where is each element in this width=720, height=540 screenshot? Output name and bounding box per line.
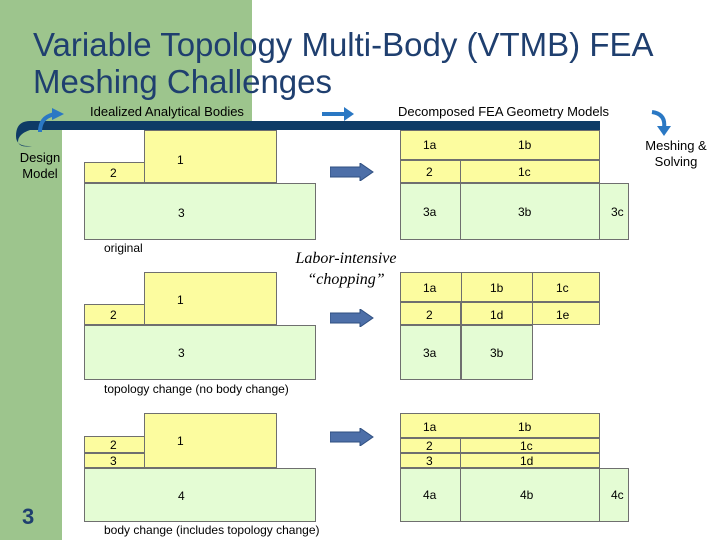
cell-label: 1d	[520, 454, 534, 468]
cell-3b-section-2	[461, 325, 533, 380]
header-idealized-bodies: Idealized Analytical Bodies	[90, 104, 244, 119]
header-design-model: Design Model	[19, 150, 61, 181]
body-label: 1	[177, 434, 184, 448]
header-meshing-solving: Meshing & Solving	[645, 138, 707, 169]
cell-1b-section-2	[461, 272, 533, 302]
cell-3a-section-2	[400, 325, 461, 380]
body-label: 1	[177, 293, 184, 307]
body-label: 3	[110, 454, 117, 468]
cell-row-1-section-3	[400, 413, 600, 438]
cell-3a-section-1	[400, 183, 461, 240]
cell-label: 4a	[423, 488, 437, 502]
body-2-section-3: 2	[84, 436, 145, 453]
body-label: 2	[110, 308, 117, 322]
body-1-section-1: 1	[144, 130, 277, 183]
body-label: 3	[178, 206, 185, 220]
cell-label: 1b	[518, 138, 532, 152]
body-3-section-2: 3	[84, 325, 316, 380]
cell-label: 1a	[423, 281, 437, 295]
curved-arrow-right-head	[657, 126, 671, 136]
cell-label: 3c	[611, 205, 624, 219]
body-label: 2	[110, 166, 117, 180]
caption-topology-change: topology change (no body change)	[104, 382, 289, 396]
cell-label: 1a	[423, 138, 437, 152]
cell-4a-section-3	[400, 468, 461, 522]
caption-original: original	[104, 241, 143, 255]
body-label: 3	[178, 346, 185, 360]
body-1-section-3: 1	[144, 413, 277, 468]
cell-label: 4c	[611, 488, 624, 502]
cell-label: 2	[426, 439, 433, 453]
cell-label: 1b	[518, 420, 532, 434]
arrow-right-icon	[330, 428, 374, 446]
body-label: 4	[178, 489, 185, 503]
body-3-section-3: 3	[84, 453, 145, 468]
header-decomposed-models: Decomposed FEA Geometry Models	[398, 104, 609, 119]
body-label: 1	[177, 153, 184, 167]
navy-header-bar	[16, 121, 600, 147]
cell-label: 1e	[556, 308, 570, 322]
cell-4c-section-3	[599, 468, 629, 522]
cell-label: 3a	[423, 205, 437, 219]
page-title: Variable Topology Multi-Body (VTMB) FEA …	[33, 26, 652, 100]
cell-label: 2	[426, 308, 433, 322]
cell-label: 1d	[490, 308, 504, 322]
cell-2-section-3	[400, 438, 461, 453]
curved-arrow-left-head	[52, 108, 64, 120]
cell-label: 4b	[520, 488, 534, 502]
background-green-side	[0, 0, 62, 540]
cell-label: 1c	[518, 165, 531, 179]
cell-label: 3b	[518, 205, 532, 219]
slide-number: 3	[22, 504, 35, 529]
cell-label: 3	[426, 454, 433, 468]
body-2-section-1: 2	[84, 162, 145, 183]
annotation-chopping: Labor-intensive “chopping”	[295, 250, 397, 288]
body-2-section-2: 2	[84, 304, 145, 325]
cell-label: 3a	[423, 346, 437, 360]
body-1-section-2: 1	[144, 272, 277, 325]
body-3-section-1: 3	[84, 183, 316, 240]
cell-3c-section-1	[599, 183, 629, 240]
cell-label: 1a	[423, 420, 437, 434]
arrow-right-icon	[330, 309, 374, 327]
cell-2-section-1	[400, 160, 461, 183]
cell-label: 1b	[490, 281, 504, 295]
cell-label: 3b	[490, 346, 504, 360]
cell-row-1-section-1	[400, 130, 600, 160]
body-4-section-3: 4	[84, 468, 316, 522]
header-arrow-mid-head	[344, 107, 354, 121]
cell-2-section-2	[400, 302, 461, 325]
cell-label: 2	[426, 165, 433, 179]
curved-arrow-right	[651, 110, 667, 129]
caption-body-change: body change (includes topology change)	[104, 523, 320, 537]
body-label: 2	[110, 438, 117, 452]
cell-3-section-3	[400, 453, 461, 468]
cell-1d-section-2	[461, 302, 533, 325]
arrow-right-icon	[330, 163, 374, 181]
cell-label: 1c	[520, 439, 533, 453]
cell-label: 1c	[556, 281, 569, 295]
